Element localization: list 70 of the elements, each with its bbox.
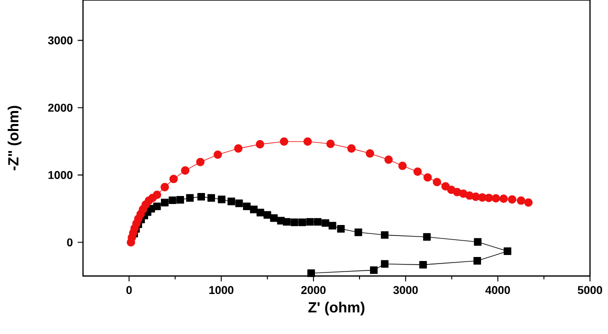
point — [153, 202, 161, 210]
point — [419, 260, 427, 269]
y-tick-label: 0 — [67, 238, 72, 246]
x-tick-label: 3000 — [393, 286, 418, 294]
point — [282, 218, 291, 226]
point — [207, 194, 216, 202]
y-axis-title: -Z" (ohm) — [8, 106, 22, 170]
point — [169, 174, 178, 184]
point — [218, 196, 226, 204]
point — [380, 231, 389, 239]
point — [234, 144, 243, 153]
point — [366, 149, 374, 158]
point — [380, 260, 389, 268]
point — [264, 211, 272, 219]
point — [270, 214, 278, 222]
point — [290, 218, 298, 226]
point — [160, 198, 169, 206]
point — [504, 247, 512, 256]
point — [256, 140, 264, 148]
point — [314, 218, 322, 226]
point — [337, 224, 345, 233]
point — [423, 233, 431, 241]
x-tick-label: 1000 — [209, 286, 234, 294]
x-tick-label: 4000 — [485, 286, 510, 294]
point — [298, 218, 306, 226]
point — [328, 222, 336, 230]
point — [176, 196, 184, 204]
x-tick-label: 0 — [126, 286, 132, 294]
point — [322, 219, 330, 227]
point — [398, 162, 407, 170]
point — [441, 182, 450, 191]
y-tick-label: 2000 — [48, 104, 72, 112]
point — [280, 137, 288, 146]
point — [303, 137, 312, 146]
point — [492, 194, 500, 203]
point — [516, 196, 526, 205]
point — [508, 195, 516, 204]
point — [181, 166, 190, 175]
point — [168, 196, 176, 204]
point — [347, 144, 356, 153]
point — [306, 218, 314, 226]
point — [432, 178, 442, 186]
x-axis-title: Z' (ohm) — [308, 302, 364, 316]
y-tick-label: 1000 — [48, 171, 72, 180]
point — [484, 194, 494, 202]
x-tick-label: 5000 — [578, 286, 602, 294]
x-tick-label: 2000 — [301, 286, 326, 294]
point — [413, 167, 422, 176]
point — [152, 190, 162, 200]
point — [228, 198, 236, 206]
point — [214, 150, 222, 159]
point — [197, 192, 205, 201]
point — [186, 194, 194, 202]
point — [524, 198, 533, 207]
point — [499, 194, 508, 203]
point — [326, 140, 335, 148]
point — [160, 182, 169, 192]
y-tick-label: 3000 — [48, 36, 72, 44]
point — [370, 266, 378, 274]
point — [250, 206, 258, 214]
point — [354, 228, 362, 236]
point — [307, 269, 315, 278]
point — [473, 257, 482, 265]
point — [474, 238, 482, 246]
point — [256, 208, 264, 216]
point — [423, 173, 432, 182]
point — [235, 200, 243, 208]
point — [196, 158, 205, 166]
point — [243, 202, 251, 210]
point — [384, 155, 393, 164]
